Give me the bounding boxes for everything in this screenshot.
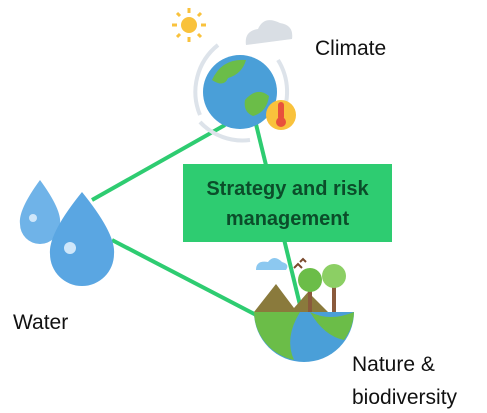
page: Strategy and risk management Climate Wat…	[0, 0, 487, 413]
center-text: Strategy and risk	[206, 178, 369, 200]
climate-icon	[172, 8, 296, 140]
node-label: Water	[13, 311, 68, 334]
diagram: Strategy and risk management Climate Wat…	[0, 0, 487, 413]
center-text: management	[226, 208, 350, 230]
node-label: Nature &	[352, 353, 435, 376]
node-label: Climate	[315, 37, 386, 60]
center-box	[183, 164, 392, 242]
nature-icon	[254, 258, 354, 362]
node-label: biodiversity	[352, 386, 458, 409]
